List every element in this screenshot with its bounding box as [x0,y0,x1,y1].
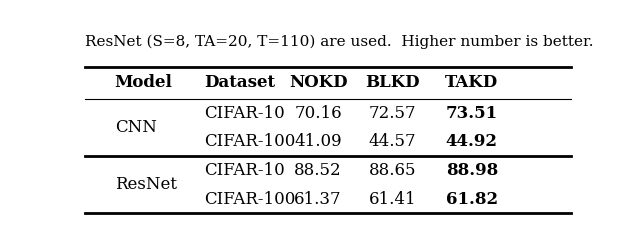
Text: CIFAR-10: CIFAR-10 [204,105,285,122]
Text: 61.41: 61.41 [369,191,416,208]
Text: 73.51: 73.51 [446,105,498,122]
Text: CIFAR-100: CIFAR-100 [204,191,296,208]
Text: Model: Model [115,74,173,92]
Text: Dataset: Dataset [204,74,275,92]
Text: 70.16: 70.16 [294,105,342,122]
Text: 61.37: 61.37 [294,191,342,208]
Text: 88.98: 88.98 [445,162,498,179]
Text: NOKD: NOKD [289,74,348,92]
Text: ResNet (S=8, TA=20, T=110) are used.  Higher number is better.: ResNet (S=8, TA=20, T=110) are used. Hig… [85,35,593,49]
Text: 41.09: 41.09 [294,133,342,151]
Text: CIFAR-100: CIFAR-100 [204,133,296,151]
Text: CIFAR-10: CIFAR-10 [204,162,285,179]
Text: CNN: CNN [115,119,157,136]
Text: BLKD: BLKD [365,74,420,92]
Text: 44.57: 44.57 [369,133,416,151]
Text: 61.82: 61.82 [446,191,498,208]
Text: 44.92: 44.92 [446,133,498,151]
Text: TAKD: TAKD [445,74,499,92]
Text: ResNet: ResNet [115,176,177,193]
Text: 88.52: 88.52 [294,162,342,179]
Text: 88.65: 88.65 [369,162,416,179]
Text: 72.57: 72.57 [369,105,416,122]
